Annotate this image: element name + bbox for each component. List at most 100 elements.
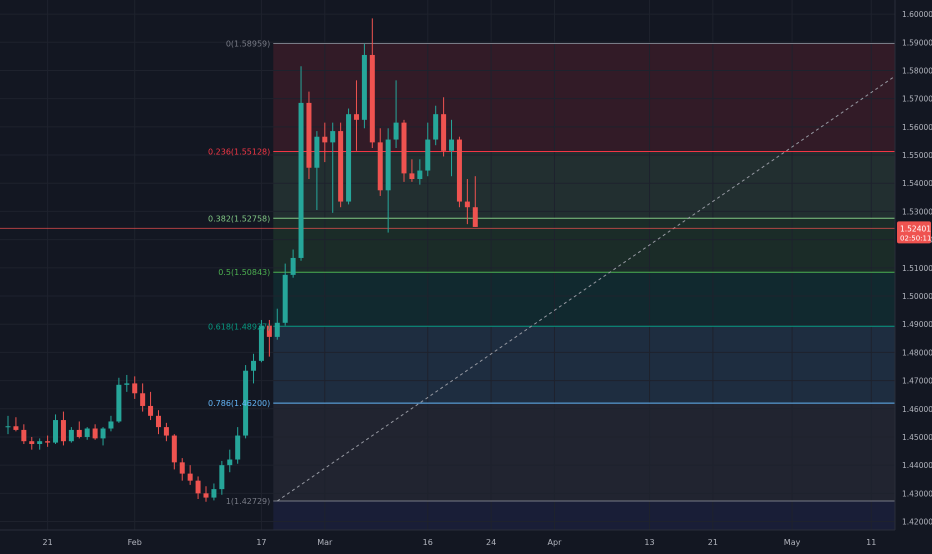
fib-level-label: 0.786(1.46200) xyxy=(208,399,270,408)
time-tick-label: 17 xyxy=(256,538,266,547)
candle-body xyxy=(203,493,209,498)
candle-body xyxy=(13,426,19,430)
fib-zone xyxy=(273,151,932,219)
time-tick-label: May xyxy=(784,538,801,547)
time-tick-label: Feb xyxy=(128,538,142,547)
fib-level-label: 0.236(1.55128) xyxy=(208,147,270,156)
candle-body xyxy=(116,384,122,422)
fib-labels: 0(1.58959) 0.236(1.55128) 0.382(1.52758) 0.… xyxy=(208,39,270,506)
candle-body xyxy=(401,122,407,174)
price-tick-label: 1.54000 xyxy=(902,179,932,188)
candle-body xyxy=(251,360,257,371)
candle-body xyxy=(219,465,225,490)
fib-zone xyxy=(273,403,932,501)
candle-body xyxy=(92,428,98,439)
candle-body xyxy=(124,383,130,385)
price-axis: 1.60000 1.59000 1.58000 1.57000 1.56000 1.550… xyxy=(894,0,932,550)
candle-body xyxy=(353,114,359,120)
fib-level-label: 0.382(1.52758) xyxy=(208,214,270,223)
candle-body xyxy=(425,139,431,171)
candle-body xyxy=(417,170,423,180)
candle-body xyxy=(53,420,59,443)
candle-body xyxy=(298,102,304,258)
price-tick-label: 1.58000 xyxy=(902,66,932,75)
price-tick-label: 1.47000 xyxy=(902,377,932,386)
candle-body xyxy=(464,201,470,208)
candle-body xyxy=(108,421,114,429)
price-tick-label: 1.60000 xyxy=(902,10,932,19)
candle-body xyxy=(377,142,383,191)
candle-body xyxy=(37,441,43,445)
candle-body xyxy=(409,173,415,180)
price-tick-label: 1.50000 xyxy=(902,292,932,301)
candle-body xyxy=(456,139,462,202)
price-tick-label: 1.51000 xyxy=(902,264,932,273)
candle-body xyxy=(171,435,177,463)
candle-body xyxy=(274,322,280,337)
time-tick-label: Mar xyxy=(317,538,333,547)
candle-body xyxy=(346,114,352,202)
candle-body xyxy=(433,114,439,140)
candle-body xyxy=(148,405,154,416)
candle-body xyxy=(441,114,447,151)
candle-body xyxy=(227,459,233,466)
candle-body xyxy=(60,420,66,442)
candle-body xyxy=(211,489,217,498)
time-axis-bg xyxy=(0,530,932,550)
candle-body xyxy=(235,435,241,460)
candle-body xyxy=(385,139,391,191)
candles xyxy=(5,18,478,502)
candle-body xyxy=(266,325,272,337)
price-tick-label: 1.57000 xyxy=(902,95,932,104)
grid-lines xyxy=(0,0,895,530)
time-tick-label: 21 xyxy=(708,538,718,547)
price-tick-label: 1.45000 xyxy=(902,433,932,442)
price-tick-label: 1.42000 xyxy=(902,518,932,527)
price-tick-label: 1.53000 xyxy=(902,207,932,216)
price-tick-label: 1.48000 xyxy=(902,348,932,357)
candle-body xyxy=(140,393,146,406)
candle-body xyxy=(243,370,249,436)
candle-body xyxy=(195,480,201,494)
candle-body xyxy=(472,207,478,227)
price-tick-label: 1.56000 xyxy=(902,123,932,132)
candle-body xyxy=(290,257,296,275)
time-tick-label: 13 xyxy=(644,538,654,547)
candle-body xyxy=(322,136,328,143)
candle-body xyxy=(132,383,138,394)
candle-body xyxy=(84,428,90,437)
candle-body xyxy=(258,325,264,361)
candle-body xyxy=(155,415,161,428)
candle-body xyxy=(393,122,399,140)
price-axis-bg xyxy=(895,0,932,550)
candle-body xyxy=(282,274,288,323)
fib-level-label: 0.618(1.48927) xyxy=(208,322,270,331)
candle-body xyxy=(21,429,27,442)
candle-body xyxy=(76,429,82,437)
candle-body xyxy=(187,473,193,481)
current-price-badge xyxy=(897,221,931,244)
fib-zone xyxy=(273,272,932,327)
fib-zone xyxy=(273,326,932,404)
fib-zones xyxy=(273,43,932,530)
candle-body xyxy=(100,428,106,439)
candle-body xyxy=(179,462,185,474)
time-tick-label: 24 xyxy=(486,538,496,547)
fib-level-label: 0(1.58959) xyxy=(226,39,270,48)
fib-zone xyxy=(273,43,932,152)
candle-body xyxy=(361,54,367,120)
candle-body xyxy=(338,131,344,202)
candle-body xyxy=(369,54,375,143)
candle-body xyxy=(163,427,169,436)
time-tick-label: Apr xyxy=(548,538,563,547)
candle-body xyxy=(45,441,51,443)
time-tick-label: 16 xyxy=(423,538,433,547)
price-tick-label: 1.49000 xyxy=(902,320,932,329)
fib-zone xyxy=(273,218,932,273)
candle-body xyxy=(330,131,336,143)
candle-body xyxy=(449,139,455,151)
price-tick-label: 1.55000 xyxy=(902,151,932,160)
time-tick-label: 11 xyxy=(866,538,876,547)
